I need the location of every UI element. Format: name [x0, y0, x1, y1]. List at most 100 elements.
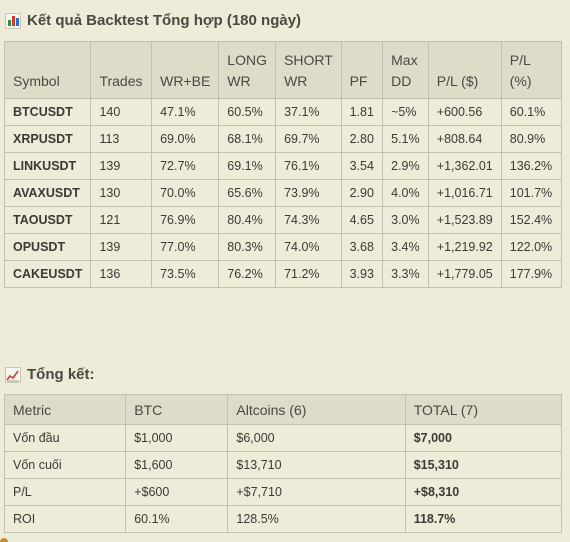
cell-symbol: AVAXUSDT [3, 179, 92, 207]
cell-trades: 140 [90, 98, 153, 126]
cell-metric: Vốn đầu [3, 424, 127, 452]
cell-max-dd: 3.4% [382, 233, 429, 261]
cell-pl-pct: 60.1% [500, 98, 563, 126]
cell-symbol: TAOUSDT [3, 206, 92, 234]
cell-wr-be: 76.9% [151, 206, 220, 234]
cell-trades: 139 [90, 152, 153, 180]
cell-pf: 2.80 [340, 125, 384, 153]
cell-symbol: CAKEUSDT [3, 260, 92, 288]
table-row: BTCUSDT 140 47.1% 60.5% 37.1% 1.81 ~5% +… [3, 98, 563, 126]
cell-trades: 136 [90, 260, 153, 288]
cell-max-dd: 5.1% [382, 125, 429, 153]
cell-pl-usd: +1,016.71 [427, 179, 502, 207]
cell-wr-be: 69.0% [151, 125, 220, 153]
table-row: Vốn cuối $1,600 $13,710 $15,310 [3, 451, 563, 479]
cell-trades: 139 [90, 233, 153, 261]
cell-max-dd: 2.9% [382, 152, 429, 180]
cell-wr-be: 70.0% [151, 179, 220, 207]
cell-wr-be: 72.7% [151, 152, 220, 180]
cell-short-wr: 73.9% [275, 179, 342, 207]
cell-long-wr: 76.2% [218, 260, 277, 288]
col-header-altcoins: Altcoins (6) [227, 394, 406, 425]
cell-long-wr: 68.1% [218, 125, 277, 153]
cell-pl-pct: 101.7% [500, 179, 563, 207]
cell-pl-pct: 177.9% [500, 260, 563, 288]
cell-short-wr: 71.2% [275, 260, 342, 288]
backtest-section-title: Kết quả Backtest Tổng hợp (180 ngày) [5, 12, 301, 29]
cell-pl-pct: 122.0% [500, 233, 563, 261]
table-row: AVAXUSDT 130 70.0% 65.6% 73.9% 2.90 4.0%… [3, 179, 563, 207]
cell-long-wr: 65.6% [218, 179, 277, 207]
cell-pl-usd: +1,362.01 [427, 152, 502, 180]
cell-pl-pct: 136.2% [500, 152, 563, 180]
table-row: ROI 60.1% 128.5% 118.7% [3, 505, 563, 533]
cell-pf: 4.65 [340, 206, 384, 234]
table-row: LINKUSDT 139 72.7% 69.1% 76.1% 3.54 2.9%… [3, 152, 563, 180]
table-row: Vốn đầu $1,000 $6,000 $7,000 [3, 424, 563, 452]
cell-wr-be: 77.0% [151, 233, 220, 261]
col-header-max-dd: Max DD [382, 41, 429, 99]
cell-pl-usd: +600.56 [427, 98, 502, 126]
cell-max-dd: ~5% [382, 98, 429, 126]
backtest-results-table: Symbol Trades WR+BE LONG WR SHORT WR PF … [3, 41, 563, 288]
cell-short-wr: 69.7% [275, 125, 342, 153]
col-header-pl-pct: P/L (%) [500, 41, 563, 99]
cell-trades: 121 [90, 206, 153, 234]
cell-long-wr: 60.5% [218, 98, 277, 126]
cell-long-wr: 80.3% [218, 233, 277, 261]
next-section-icon-partial [0, 538, 8, 542]
cell-short-wr: 37.1% [275, 98, 342, 126]
cell-altcoins: $6,000 [227, 424, 406, 452]
cell-metric: Vốn cuối [3, 451, 127, 479]
table-row: OPUSDT 139 77.0% 80.3% 74.0% 3.68 3.4% +… [3, 233, 563, 261]
cell-max-dd: 3.0% [382, 206, 429, 234]
cell-pl-pct: 80.9% [500, 125, 563, 153]
trend-up-icon [5, 366, 21, 383]
cell-symbol: XRPUSDT [3, 125, 92, 153]
table-row: CAKEUSDT 136 73.5% 76.2% 71.2% 3.93 3.3%… [3, 260, 563, 288]
col-header-long-wr: LONG WR [218, 41, 277, 99]
cell-metric: ROI [3, 505, 127, 533]
col-header-trades: Trades [90, 41, 153, 99]
cell-max-dd: 3.3% [382, 260, 429, 288]
table-row: P/L +$600 +$7,710 +$8,310 [3, 478, 563, 506]
cell-trades: 113 [90, 125, 153, 153]
cell-pf: 3.68 [340, 233, 384, 261]
summary-table: Metric BTC Altcoins (6) TOTAL (7) Vốn đầ… [3, 394, 563, 533]
cell-altcoins: +$7,710 [227, 478, 406, 506]
cell-total: +$8,310 [404, 478, 563, 506]
col-header-pl-usd: P/L ($) [427, 41, 502, 99]
backtest-header-row: Symbol Trades WR+BE LONG WR SHORT WR PF … [3, 41, 563, 99]
cell-pf: 1.81 [340, 98, 384, 126]
cell-pf: 3.54 [340, 152, 384, 180]
cell-pl-usd: +1,219.92 [427, 233, 502, 261]
cell-total: $15,310 [404, 451, 563, 479]
col-header-metric: Metric [3, 394, 127, 425]
cell-max-dd: 4.0% [382, 179, 429, 207]
cell-metric: P/L [3, 478, 127, 506]
cell-symbol: OPUSDT [3, 233, 92, 261]
cell-long-wr: 80.4% [218, 206, 277, 234]
bar-chart-icon [5, 12, 21, 29]
cell-symbol: LINKUSDT [3, 152, 92, 180]
cell-btc: +$600 [125, 478, 229, 506]
col-header-total: TOTAL (7) [404, 394, 563, 425]
cell-long-wr: 69.1% [218, 152, 277, 180]
cell-pf: 3.93 [340, 260, 384, 288]
col-header-pf: PF [340, 41, 384, 99]
summary-header-row: Metric BTC Altcoins (6) TOTAL (7) [3, 394, 563, 425]
cell-wr-be: 73.5% [151, 260, 220, 288]
cell-short-wr: 74.3% [275, 206, 342, 234]
col-header-symbol: Symbol [3, 41, 92, 99]
col-header-wr-be: WR+BE [151, 41, 220, 99]
cell-pf: 2.90 [340, 179, 384, 207]
cell-trades: 130 [90, 179, 153, 207]
cell-short-wr: 74.0% [275, 233, 342, 261]
col-header-short-wr: SHORT WR [275, 41, 342, 99]
cell-total: 118.7% [404, 505, 563, 533]
cell-total: $7,000 [404, 424, 563, 452]
cell-pl-pct: 152.4% [500, 206, 563, 234]
cell-pl-usd: +1,523.89 [427, 206, 502, 234]
cell-altcoins: 128.5% [227, 505, 406, 533]
cell-wr-be: 47.1% [151, 98, 220, 126]
